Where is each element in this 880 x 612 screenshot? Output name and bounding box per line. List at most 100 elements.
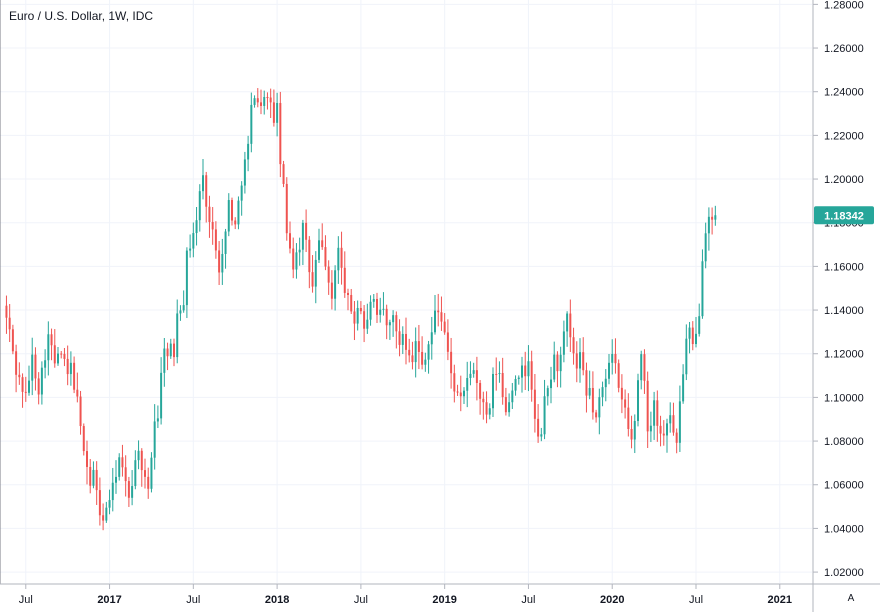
candle-body	[633, 420, 636, 440]
candle-body	[575, 353, 578, 369]
candle-body	[218, 250, 221, 273]
candle-body	[685, 338, 688, 375]
candle-body	[566, 313, 569, 332]
candle-body	[5, 305, 8, 318]
candle-body	[147, 476, 150, 489]
y-tick-label: 1.04000	[824, 523, 864, 535]
candle-body	[324, 247, 327, 267]
candle-body	[598, 397, 601, 418]
candle-body	[366, 319, 369, 329]
x-tick-label: Jul	[521, 594, 535, 606]
candle-body	[34, 354, 37, 379]
candle-body	[579, 352, 581, 369]
candle-body	[134, 460, 137, 487]
candle-body	[192, 233, 195, 249]
candle-body	[63, 353, 66, 359]
candle-body	[527, 361, 530, 377]
candle-body	[363, 311, 366, 329]
last-price-label-bg	[814, 206, 874, 225]
candle-body	[546, 388, 549, 397]
candle-body	[572, 337, 575, 354]
candle-body	[92, 469, 95, 486]
candle-body	[185, 250, 188, 306]
candle-body	[211, 221, 214, 230]
candle-body	[543, 396, 546, 435]
candle-body	[127, 481, 130, 498]
candle-body	[456, 391, 459, 393]
candle-body	[385, 308, 388, 326]
candle-body	[195, 220, 198, 234]
candle-body	[31, 354, 34, 381]
time-axis[interactable]: Jul 2017 Jul 2018 Jul 2019 Jul 2020 Jul 2021	[19, 584, 792, 606]
candle-body	[582, 352, 585, 371]
candle-body	[669, 415, 672, 424]
candle-body	[308, 239, 311, 273]
candle-body	[318, 240, 320, 260]
candle-body	[463, 390, 465, 397]
candle-body	[247, 143, 250, 160]
candle-body	[111, 482, 114, 501]
candle-body	[688, 327, 691, 339]
y-tick-label: 1.16000	[824, 261, 864, 273]
candle-body	[434, 310, 436, 333]
candle-body	[359, 307, 362, 312]
candle-body	[437, 310, 440, 313]
candle-body	[446, 332, 449, 352]
candle-body	[150, 457, 153, 489]
candle-body	[492, 373, 494, 409]
candle-body	[395, 315, 398, 332]
candle-body	[591, 387, 594, 413]
candle-body	[601, 387, 604, 398]
candle-body	[224, 231, 227, 254]
candle-body	[11, 329, 14, 352]
candle-body	[537, 418, 540, 437]
candle-body	[282, 164, 285, 184]
candle-body	[98, 490, 101, 516]
candle-body	[156, 418, 159, 422]
candle-body	[144, 470, 146, 477]
candle-body	[469, 373, 472, 378]
y-tick-label: 1.08000	[824, 436, 864, 448]
candle-body	[153, 421, 156, 458]
candle-body	[124, 467, 127, 482]
candle-body	[234, 220, 237, 225]
candle-body	[604, 378, 607, 388]
candle-body	[417, 341, 420, 352]
candles-layer	[5, 88, 717, 531]
candle-body	[533, 389, 536, 419]
last-price-marker: 1.18342	[814, 206, 874, 225]
x-tick-label: Jul	[689, 594, 703, 606]
candle-body	[321, 240, 324, 248]
y-tick-label: 1.22000	[824, 130, 864, 142]
auto-scale-button[interactable]	[840, 587, 862, 607]
candle-body	[263, 97, 266, 106]
candle-body	[453, 373, 456, 392]
candle-body	[675, 432, 678, 443]
candle-body	[698, 316, 701, 334]
x-tick-label: Jul	[186, 594, 200, 606]
candle-body	[682, 374, 685, 402]
candle-body	[105, 507, 108, 521]
x-tick-label: 2017	[97, 594, 121, 606]
candle-body	[95, 469, 98, 491]
candle-body	[475, 370, 478, 383]
candle-body	[466, 377, 469, 391]
candle-body	[530, 361, 533, 390]
candle-body	[353, 311, 356, 324]
y-tick-label: 1.26000	[824, 43, 864, 55]
chart-title: Euro / U.S. Dollar, 1W, IDC	[9, 9, 153, 23]
y-tick-label: 1.12000	[824, 349, 864, 361]
candle-body	[511, 390, 514, 403]
y-tick-label: 1.24000	[824, 87, 864, 99]
candle-body	[514, 379, 517, 391]
x-tick-label: 2020	[600, 594, 624, 606]
candle-body	[701, 261, 704, 317]
candle-body	[630, 429, 633, 440]
candle-body	[659, 425, 662, 434]
candle-body	[540, 434, 543, 437]
candle-body	[289, 233, 291, 249]
candle-body	[707, 216, 710, 234]
y-tick-label: 1.28000	[824, 0, 864, 11]
candle-body	[137, 450, 140, 461]
